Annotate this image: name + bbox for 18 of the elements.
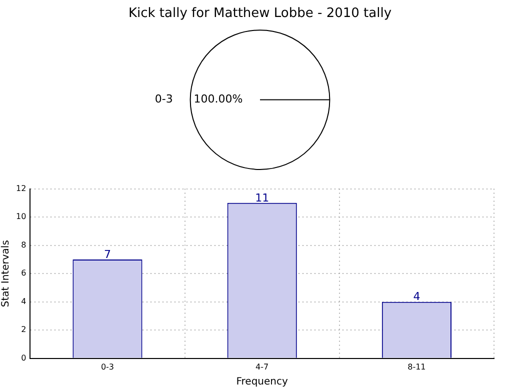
- y-tick-label: 4: [21, 296, 26, 306]
- chart-title: Kick tally for Matthew Lobbe - 2010 tally: [128, 6, 392, 22]
- x-tick-label: 4-7: [256, 362, 269, 372]
- data-label: 11: [255, 191, 270, 204]
- x-axis-title: Frequency: [236, 376, 288, 388]
- y-tick-label: 8: [21, 240, 26, 250]
- x-tick-label: 8-11: [408, 362, 426, 372]
- y-tick-label: 10: [16, 212, 26, 222]
- data-label: 7: [104, 248, 111, 261]
- data-label: 4: [413, 290, 420, 304]
- y-tick-label: 2: [21, 325, 26, 334]
- slice-label: 0-3: [154, 92, 173, 106]
- y-axis-title: Stat Intervals: [0, 240, 12, 308]
- data-label: 100.00%: [194, 92, 243, 106]
- x-tick-label: 0-3: [100, 362, 114, 372]
- y-tick-label: 6: [21, 268, 26, 278]
- y-tick-label: 0: [21, 353, 26, 362]
- y-tick-label: 12: [16, 184, 26, 193]
